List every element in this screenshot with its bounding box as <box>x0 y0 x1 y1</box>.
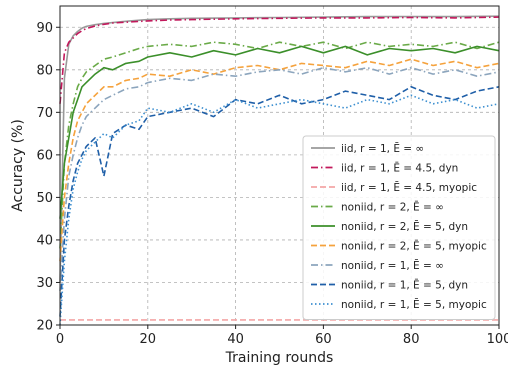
y-tick-label: 20 <box>36 319 53 334</box>
legend-entry: noniid, r = 1, Ē = 5, dyn <box>341 279 468 292</box>
y-tick-label: 80 <box>36 63 53 78</box>
y-tick-label: 60 <box>36 148 53 163</box>
series-line-1 <box>59 15 500 283</box>
series-line-4 <box>59 41 500 249</box>
series-lines <box>59 15 500 326</box>
y-tick-label: 70 <box>36 106 53 121</box>
legend-entry: iid, r = 1, Ē = ∞ <box>341 142 424 155</box>
y-tick-label: 40 <box>36 233 53 248</box>
series-line-2 <box>59 16 500 104</box>
x-tick-label: 80 <box>403 332 420 347</box>
y-tick-label: 30 <box>36 276 53 291</box>
x-tick-label: 100 <box>487 332 508 347</box>
legend-entry: noniid, r = 1, Ē = 5, myopic <box>341 298 487 311</box>
legend-entry: noniid, r = 2, Ē = 5, dyn <box>341 220 468 233</box>
legend-entry: noniid, r = 2, Ē = ∞ <box>341 201 444 214</box>
y-tick-label: 50 <box>36 191 53 206</box>
legend-entry: noniid, r = 2, Ē = 5, myopic <box>341 240 487 253</box>
series-line-6 <box>59 58 500 262</box>
plot-area-frame <box>59 5 500 326</box>
series-line-7 <box>59 66 500 292</box>
x-axis-label: Training rounds <box>225 350 334 366</box>
legend-entry: iid, r = 1, Ē = 4.5, myopic <box>341 181 477 194</box>
y-tick-label: 90 <box>36 21 53 36</box>
legend-entry: iid, r = 1, Ē = 4.5, dyn <box>341 162 458 175</box>
legend-box <box>302 135 496 320</box>
x-tick-label: 20 <box>140 332 157 347</box>
series-line-9 <box>59 94 500 326</box>
y-axis-ticks: 20 30 40 50 60 70 80 90 <box>36 21 60 334</box>
y-axis-label: Accuracy (%) <box>10 119 26 212</box>
legend: iid, r = 1, Ē = ∞ iid, r = 1, Ē = 4.5, dy… <box>302 135 496 320</box>
x-tick-label: 40 <box>227 332 244 347</box>
series-line-8 <box>59 86 500 317</box>
x-axis-ticks: 0 20 40 60 80 100 <box>56 325 508 347</box>
legend-entry: noniid, r = 1, Ē = ∞ <box>341 259 444 272</box>
series-line-5 <box>59 45 500 219</box>
x-tick-label: 0 <box>56 332 64 347</box>
x-tick-label: 60 <box>315 332 332 347</box>
